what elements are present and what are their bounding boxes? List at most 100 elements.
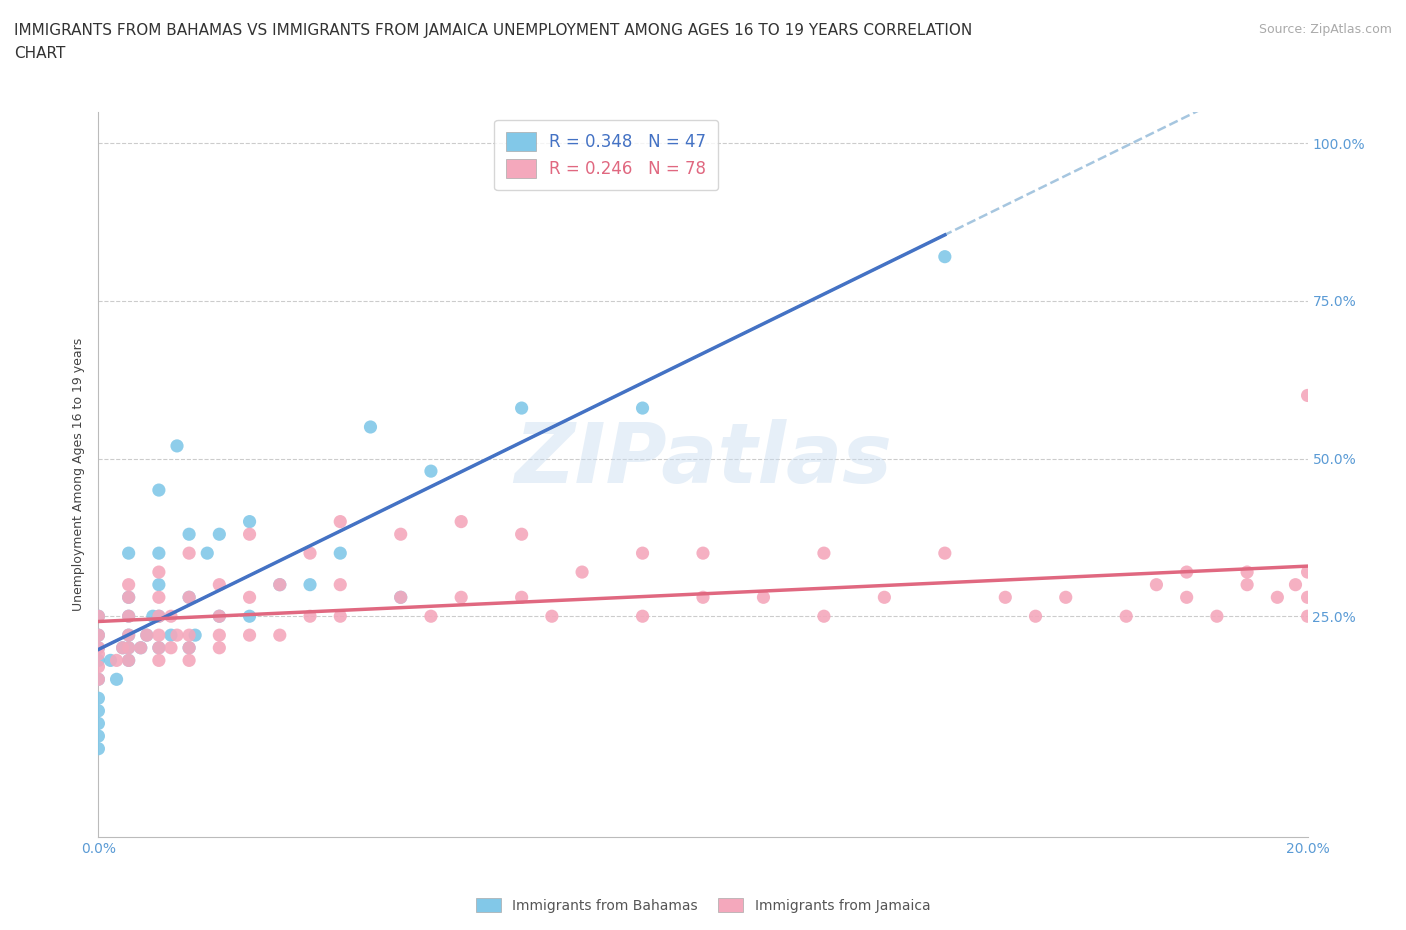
Point — [1296, 388, 1319, 403]
Point — [934, 249, 956, 264]
Point — [510, 401, 533, 416]
Text: IMMIGRANTS FROM BAHAMAS VS IMMIGRANTS FROM JAMAICA UNEMPLOYMENT AMONG AGES 16 TO: IMMIGRANTS FROM BAHAMAS VS IMMIGRANTS FR… — [14, 23, 973, 38]
Point — [1175, 565, 1198, 579]
Point — [148, 483, 170, 498]
Point — [329, 546, 352, 561]
Point — [129, 641, 152, 656]
Point — [1296, 609, 1319, 624]
Point — [299, 546, 322, 561]
Point — [813, 546, 835, 561]
Point — [208, 609, 231, 624]
Point — [160, 609, 183, 624]
Point — [269, 578, 291, 592]
Point — [87, 641, 110, 656]
Text: ZIPatlas: ZIPatlas — [515, 419, 891, 500]
Point — [239, 609, 262, 624]
Point — [692, 546, 714, 561]
Point — [87, 628, 110, 643]
Point — [87, 641, 110, 656]
Point — [813, 609, 835, 624]
Point — [118, 590, 141, 604]
Point — [148, 641, 170, 656]
Point — [1206, 609, 1229, 624]
Point — [1267, 590, 1289, 604]
Point — [510, 590, 533, 604]
Point — [118, 628, 141, 643]
Point — [1024, 609, 1046, 624]
Point — [239, 628, 262, 643]
Point — [934, 546, 956, 561]
Point — [692, 590, 714, 604]
Point — [148, 653, 170, 668]
Point — [118, 609, 141, 624]
Point — [160, 641, 183, 656]
Point — [269, 578, 291, 592]
Point — [179, 628, 201, 643]
Point — [87, 659, 110, 674]
Point — [118, 609, 141, 624]
Point — [87, 646, 110, 661]
Point — [631, 546, 654, 561]
Point — [571, 565, 593, 579]
Point — [208, 641, 231, 656]
Point — [179, 653, 201, 668]
Point — [87, 691, 110, 706]
Point — [148, 609, 170, 624]
Point — [87, 741, 110, 756]
Point — [111, 641, 134, 656]
Point — [87, 671, 110, 686]
Point — [631, 401, 654, 416]
Point — [1296, 590, 1319, 604]
Point — [329, 578, 352, 592]
Point — [129, 641, 152, 656]
Point — [87, 628, 110, 643]
Point — [1296, 565, 1319, 579]
Point — [87, 703, 110, 718]
Point — [239, 590, 262, 604]
Point — [87, 609, 110, 624]
Point — [239, 514, 262, 529]
Point — [450, 514, 472, 529]
Point — [148, 628, 170, 643]
Point — [118, 641, 141, 656]
Text: Source: ZipAtlas.com: Source: ZipAtlas.com — [1258, 23, 1392, 36]
Point — [1236, 578, 1258, 592]
Point — [389, 590, 412, 604]
Point — [105, 671, 128, 686]
Point — [142, 609, 165, 624]
Point — [148, 609, 170, 624]
Point — [179, 526, 201, 541]
Point — [208, 609, 231, 624]
Point — [87, 728, 110, 743]
Point — [752, 590, 775, 604]
Legend: R = 0.348   N = 47, R = 0.246   N = 78: R = 0.348 N = 47, R = 0.246 N = 78 — [495, 120, 718, 190]
Point — [179, 590, 201, 604]
Point — [1284, 578, 1306, 592]
Point — [87, 609, 110, 624]
Point — [540, 609, 562, 624]
Point — [179, 546, 201, 561]
Text: CHART: CHART — [14, 46, 66, 61]
Point — [389, 590, 412, 604]
Point — [148, 590, 170, 604]
Point — [631, 609, 654, 624]
Point — [148, 641, 170, 656]
Point — [166, 438, 188, 453]
Point — [118, 653, 141, 668]
Point — [105, 653, 128, 668]
Point — [166, 628, 188, 643]
Point — [179, 641, 201, 656]
Point — [100, 653, 122, 668]
Point — [299, 578, 322, 592]
Legend: Immigrants from Bahamas, Immigrants from Jamaica: Immigrants from Bahamas, Immigrants from… — [470, 893, 936, 919]
Point — [135, 628, 157, 643]
Point — [994, 590, 1017, 604]
Point — [510, 526, 533, 541]
Point — [179, 641, 201, 656]
Y-axis label: Unemployment Among Ages 16 to 19 years: Unemployment Among Ages 16 to 19 years — [72, 338, 86, 611]
Point — [329, 514, 352, 529]
Point — [329, 609, 352, 624]
Point — [208, 526, 231, 541]
Point — [87, 671, 110, 686]
Point — [299, 609, 322, 624]
